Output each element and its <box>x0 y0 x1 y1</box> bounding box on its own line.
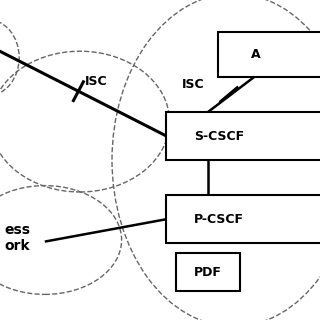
Bar <box>176 253 240 291</box>
Text: S-CSCF: S-CSCF <box>194 130 244 142</box>
Bar <box>166 112 320 160</box>
Text: ess
ork: ess ork <box>4 223 31 253</box>
Text: A: A <box>251 48 261 61</box>
Text: ISC: ISC <box>85 75 108 88</box>
Text: P-CSCF: P-CSCF <box>194 213 244 226</box>
Bar <box>166 195 320 243</box>
Text: PDF: PDF <box>194 266 222 278</box>
Bar <box>218 32 320 77</box>
Text: ISC: ISC <box>182 78 204 91</box>
